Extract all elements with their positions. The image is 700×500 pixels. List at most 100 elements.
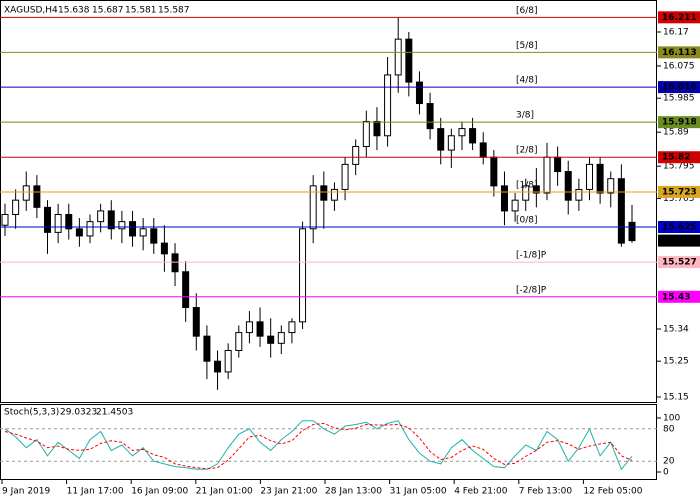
x-tick-label: 11 Jan 17:00: [67, 487, 124, 497]
candle-body: [256, 321, 264, 337]
stoch-title: Stoch(5,3,3): [4, 408, 59, 418]
candle-body: [426, 103, 434, 130]
candle-body: [628, 221, 636, 242]
candle-body: [118, 221, 126, 230]
candle-body: [277, 332, 285, 344]
candle-body: [203, 335, 211, 362]
candle-body: [97, 210, 105, 223]
y-tick-label: 15.985: [663, 94, 695, 104]
stoch-d-value: 21.4503: [96, 408, 133, 418]
candle-body: [1, 213, 9, 226]
level-box: [658, 290, 700, 303]
y-tick-label: 16.17: [663, 27, 689, 37]
candle-body: [214, 360, 222, 373]
candle-body: [490, 156, 498, 187]
level-box: [658, 256, 700, 269]
x-tick-label: 7 Feb 13:00: [519, 487, 573, 497]
candle-body: [469, 128, 477, 144]
level-label: [-2/8]P: [516, 285, 547, 295]
candle-body: [320, 185, 328, 201]
candle-body: [150, 228, 158, 244]
ohlc-open: 15.638: [58, 6, 90, 16]
level-label: 3/8]: [516, 111, 534, 121]
candle-body: [617, 178, 625, 244]
symbol: XAGUSD,H4: [4, 6, 58, 16]
candle-body: [75, 228, 83, 237]
level-box: [658, 185, 700, 198]
x-tick-label: 28 Jan 13:00: [325, 487, 382, 497]
candle-body: [394, 38, 402, 76]
stoch-k-value: 29.0323: [60, 408, 97, 418]
price-box: [658, 234, 700, 247]
candle-body: [33, 185, 41, 208]
y-tick-label: 15.795: [663, 162, 695, 172]
level-label: [6/8]: [516, 6, 538, 16]
level-label: [4/8]: [516, 76, 538, 86]
candle-body: [522, 185, 530, 201]
candle-body: [86, 221, 94, 237]
level-value: 15.43: [662, 292, 690, 302]
candle-body: [596, 163, 604, 194]
candle-body: [500, 185, 508, 212]
candle-body: [129, 221, 137, 237]
candle-body: [511, 199, 519, 212]
candle-body: [479, 142, 487, 158]
level-value: 15.82: [662, 153, 690, 163]
candle-body: [160, 242, 168, 255]
candle-body: [607, 178, 615, 194]
candle-body: [224, 349, 232, 373]
candle-body: [554, 156, 562, 173]
candle-body: [362, 120, 370, 147]
y-tick-label: 15.705: [663, 194, 695, 204]
ohlc-close: 15.587: [158, 6, 190, 16]
candle-body: [447, 135, 455, 151]
current-price: 15.587: [662, 236, 697, 246]
candle-body: [564, 171, 572, 201]
candle-body: [139, 228, 147, 237]
candle-body: [235, 332, 243, 351]
stoch-tick-label: 20: [663, 457, 675, 467]
level-box: [658, 46, 700, 59]
x-tick-label: 31 Jan 05:00: [390, 487, 447, 497]
candle-body: [532, 185, 540, 194]
candle-body: [330, 188, 338, 201]
candle-body: [107, 210, 115, 230]
level-value: 16.211: [662, 13, 697, 23]
candle-body: [245, 321, 253, 334]
candle-body: [384, 74, 392, 137]
candle-body: [171, 253, 179, 273]
level-label: [-1/8]P: [516, 251, 547, 261]
y-tick-label: 15.15: [663, 392, 689, 402]
candle-body: [54, 213, 62, 233]
candle-body: [267, 335, 275, 344]
candle-body: [288, 321, 296, 334]
candle-body: [352, 145, 360, 165]
level-label: [2/8]: [516, 146, 538, 156]
level-value: 15.625: [662, 223, 697, 233]
level-value: 15.918: [662, 118, 697, 128]
level-label: [1/8]: [516, 180, 538, 190]
level-box: [658, 151, 700, 164]
candle-body: [373, 120, 381, 137]
candle-body: [44, 206, 52, 233]
main-frame: [0, 0, 657, 403]
candle-body: [575, 188, 583, 201]
candle-body: [192, 307, 200, 337]
candle-body: [437, 128, 445, 151]
candle-body: [415, 81, 423, 105]
level-value: 15.527: [662, 258, 697, 268]
stoch-line: [4, 422, 633, 470]
level-box: [658, 116, 700, 129]
candle-body: [12, 199, 20, 215]
candle-body: [341, 163, 349, 190]
ohlc-high: 15.687: [92, 6, 124, 16]
level-value: 16.016: [662, 83, 697, 93]
level-label: [0/8]: [516, 216, 538, 226]
y-tick-label: 15.34: [663, 324, 689, 334]
candle-body: [405, 38, 413, 83]
stoch-tick-label: 0: [663, 468, 669, 478]
y-tick-label: 15.25: [663, 357, 689, 367]
candle-body: [299, 228, 307, 323]
y-tick-label: 16.075: [663, 61, 695, 71]
candle-body: [182, 271, 190, 309]
